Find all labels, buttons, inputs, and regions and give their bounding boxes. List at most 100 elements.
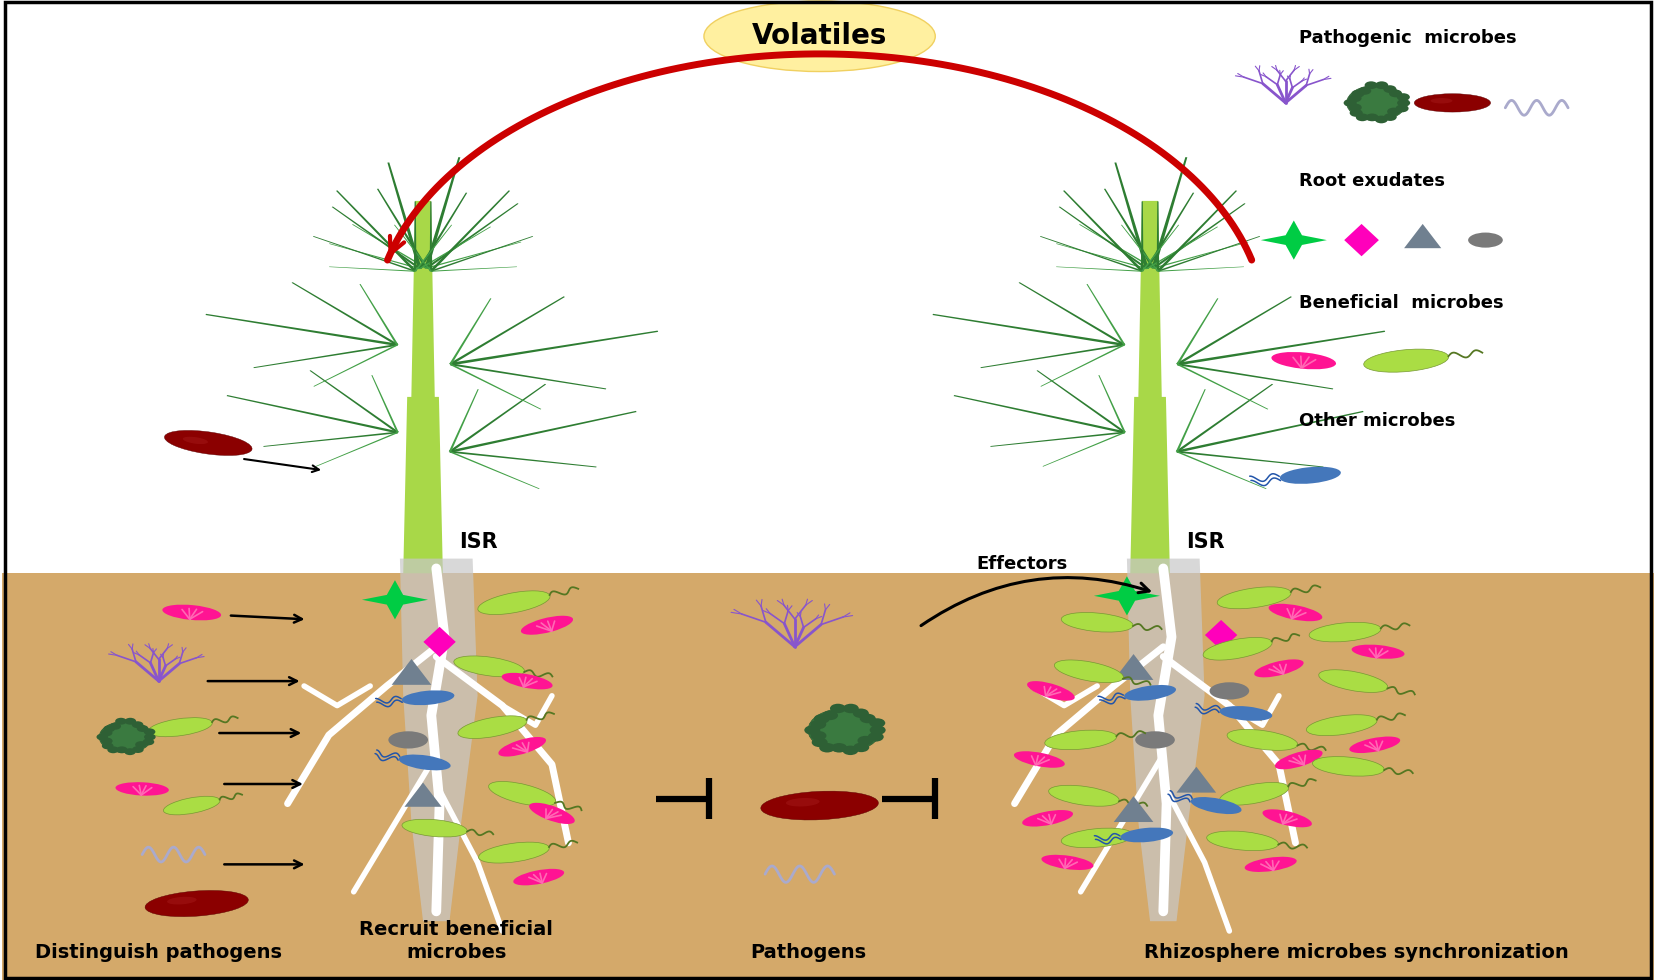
Circle shape [870,725,885,735]
Polygon shape [263,431,399,447]
Polygon shape [412,201,435,407]
Polygon shape [1156,202,1159,271]
Circle shape [830,743,847,753]
Ellipse shape [389,731,428,749]
Ellipse shape [149,717,212,737]
Circle shape [804,725,820,735]
Polygon shape [1146,226,1217,270]
Circle shape [124,748,136,756]
Polygon shape [404,397,443,573]
Circle shape [1358,87,1371,95]
Circle shape [1348,104,1361,112]
Polygon shape [450,296,566,365]
Ellipse shape [488,781,556,807]
Polygon shape [2,573,1654,980]
Polygon shape [1176,389,1206,452]
Circle shape [1388,108,1401,116]
Ellipse shape [167,897,197,905]
Polygon shape [1176,298,1219,365]
Ellipse shape [164,797,220,814]
Polygon shape [414,202,417,271]
Ellipse shape [1272,352,1336,369]
Ellipse shape [478,591,551,614]
Polygon shape [332,207,422,270]
Circle shape [1350,109,1363,117]
Ellipse shape [1125,685,1176,701]
Circle shape [116,717,127,724]
Circle shape [1383,85,1396,93]
Circle shape [1366,114,1379,122]
Polygon shape [450,364,607,389]
Ellipse shape [1307,714,1378,736]
Polygon shape [394,224,432,271]
Circle shape [830,704,845,713]
Circle shape [142,739,154,746]
Polygon shape [430,236,533,271]
Polygon shape [450,411,637,453]
Polygon shape [450,364,541,410]
Ellipse shape [498,737,546,757]
Ellipse shape [1318,669,1388,693]
Ellipse shape [1022,810,1073,826]
Ellipse shape [1054,660,1123,683]
Polygon shape [1153,242,1249,269]
Polygon shape [1113,796,1153,822]
Ellipse shape [1191,797,1242,814]
Polygon shape [1130,397,1169,573]
Polygon shape [1158,267,1244,271]
Ellipse shape [184,437,208,444]
Polygon shape [1126,559,1204,921]
Circle shape [1374,116,1388,123]
Circle shape [860,713,875,723]
Circle shape [1356,114,1370,122]
Ellipse shape [1351,645,1404,659]
Polygon shape [423,627,457,657]
Circle shape [853,709,868,718]
Polygon shape [352,224,427,269]
Circle shape [822,710,839,720]
Ellipse shape [1431,98,1452,104]
Polygon shape [1156,190,1237,271]
Ellipse shape [705,1,935,72]
Polygon shape [415,224,452,271]
Text: Other microbes: Other microbes [1298,412,1456,429]
Ellipse shape [1062,828,1133,848]
Polygon shape [336,190,417,271]
Ellipse shape [402,819,468,837]
Polygon shape [316,432,399,466]
Circle shape [853,743,870,753]
Circle shape [1384,113,1396,121]
Polygon shape [362,580,428,619]
Text: ISR: ISR [460,532,498,552]
Ellipse shape [164,430,251,456]
Circle shape [844,704,858,713]
Polygon shape [1103,188,1154,269]
Ellipse shape [399,755,450,770]
Polygon shape [1176,451,1267,489]
Ellipse shape [1219,706,1272,721]
Polygon shape [1093,576,1159,615]
Circle shape [103,743,114,750]
Polygon shape [1176,451,1323,467]
Circle shape [1365,81,1378,89]
Circle shape [99,721,152,753]
Text: Beneficial  microbes: Beneficial microbes [1298,294,1503,312]
Ellipse shape [1350,737,1401,753]
Polygon shape [1037,370,1126,433]
Circle shape [104,725,116,732]
Circle shape [144,733,155,741]
Polygon shape [430,190,509,271]
Text: Rhizosphere microbes synchronization: Rhizosphere microbes synchronization [1145,944,1570,962]
Ellipse shape [1365,349,1449,372]
Polygon shape [425,157,460,269]
Ellipse shape [1202,637,1272,661]
Circle shape [819,743,835,753]
Ellipse shape [1209,682,1249,700]
Polygon shape [329,267,415,271]
Polygon shape [1204,620,1237,650]
Polygon shape [991,431,1125,447]
Circle shape [810,719,827,729]
Text: Volatiles: Volatiles [753,23,887,50]
Ellipse shape [1469,232,1503,248]
Polygon shape [450,451,597,467]
